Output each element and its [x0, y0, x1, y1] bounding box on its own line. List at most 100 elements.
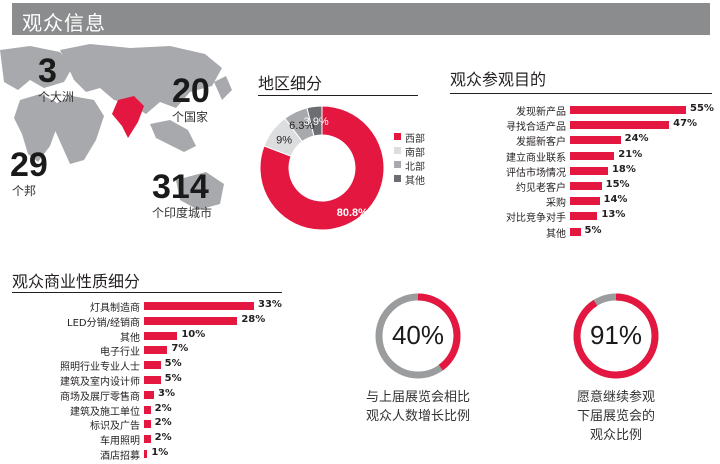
bar	[144, 435, 151, 444]
bar-category-label: 采购	[546, 198, 566, 210]
bar-value-label: 15%	[605, 179, 630, 190]
continents-label: 个大洲	[38, 90, 75, 104]
bar-category-label: 商场及展厅零售商	[60, 391, 140, 403]
bar-value-label: 5%	[164, 373, 182, 384]
return-caption-line: 下届展览会的	[576, 409, 655, 424]
region-title: 地区细分	[258, 74, 323, 93]
bar-value-label: 14%	[603, 194, 628, 206]
bar-category-label: 照明行业专业人士	[60, 362, 140, 374]
bar-category-label: 标识及广告	[90, 421, 140, 433]
bar-category-label: 建立商业联系	[506, 152, 566, 164]
bar	[144, 316, 238, 325]
bar-category-label: 发现新产品	[516, 107, 566, 118]
bar-category-label: 约见老客户	[516, 183, 566, 194]
business-bar-chart: 灯具制造商 33% LED分销/经销商 28% 其他 10% 电子行业 7% 照明行业专业人士 5…	[12, 299, 282, 462]
legend-swatch	[394, 161, 401, 168]
purpose-title: 观众参观目的	[450, 70, 547, 89]
growth-caption-line: 观众人数增长比例	[365, 409, 470, 424]
bar-value-label: 10%	[181, 328, 206, 340]
bar-category-label: 其他	[546, 228, 566, 240]
bar-value-label: 21%	[618, 148, 643, 160]
bar-category-label: 其他	[120, 332, 140, 344]
legend-label: 其他	[405, 176, 425, 187]
bar	[570, 136, 621, 145]
bar	[144, 390, 154, 399]
donut-slice-label: 9%	[276, 134, 292, 146]
bar-value-label: 47%	[673, 118, 698, 130]
ring-fill	[375, 293, 461, 379]
countries-count: 20	[172, 72, 210, 110]
donut-slice-label: 80.8%	[337, 207, 368, 219]
bar	[144, 376, 161, 384]
bar	[144, 346, 168, 355]
bar-value-label: 18%	[611, 163, 636, 175]
bar	[570, 227, 581, 236]
growth-ring	[375, 293, 461, 379]
bar	[144, 450, 148, 458]
bar	[144, 420, 151, 429]
states-label: 个邦	[12, 184, 37, 198]
cities-label: 个印度城市	[152, 206, 213, 220]
return-caption-line: 观众比例	[589, 428, 642, 443]
bar	[570, 212, 598, 221]
bar-value-label: 13%	[601, 209, 626, 221]
bar	[570, 151, 615, 160]
bar-value-label: 2%	[154, 402, 172, 414]
bar-category-label: 建筑及室内设计师	[60, 377, 140, 388]
bar	[570, 197, 600, 206]
bar-value-label: 2%	[154, 417, 172, 429]
donut-slice	[306, 105, 323, 137]
legend-swatch	[394, 147, 401, 154]
bar-value-label: 7%	[171, 343, 189, 355]
bar	[570, 182, 602, 190]
bar-category-label: 酒店招募	[100, 451, 140, 462]
bar-value-label: 24%	[624, 133, 649, 145]
bar-value-label: 33%	[258, 299, 282, 310]
bar-category-label: 发掘新客户	[516, 137, 566, 149]
region-donut-chart: 80.8% 9% 6.3%3.9%	[259, 105, 385, 231]
bar-category-label: 寻找合适产品	[506, 122, 566, 134]
ring-fill	[573, 293, 659, 379]
bar-value-label: 2%	[154, 432, 172, 444]
donut-slice-label: 6.3%	[289, 120, 314, 132]
header-title: 观众信息	[22, 11, 106, 35]
bar-value-label: 5%	[164, 358, 182, 370]
growth-caption: 与上届展览会相比 观众人数增长比例	[340, 388, 496, 426]
bar	[570, 166, 608, 175]
legend-label: 北部	[405, 162, 425, 173]
growth-value: 40%	[391, 320, 445, 350]
legend-label: 南部	[405, 148, 425, 159]
return-ring	[573, 293, 659, 379]
world-map	[0, 44, 232, 210]
states-count: 29	[10, 146, 48, 184]
return-caption-line: 愿意继续参观	[576, 390, 655, 405]
bar-value-label: 55%	[690, 103, 714, 114]
bar-category-label: LED分销/经销商	[67, 317, 140, 329]
bar-value-label: 1%	[151, 447, 169, 458]
region-title-rule	[258, 95, 418, 96]
bar	[570, 121, 670, 130]
india-highlight	[112, 96, 144, 138]
bar	[144, 361, 161, 370]
bar-value-label: 5%	[584, 224, 602, 236]
donut-slice	[259, 105, 385, 231]
legend-swatch	[394, 133, 401, 140]
business-title-rule	[12, 292, 282, 293]
return-value: 91%	[589, 320, 643, 350]
bar-category-label: 电子行业	[100, 347, 140, 359]
bar-value-label: 28%	[241, 313, 266, 325]
bar-category-label: 建筑及施工单位	[70, 406, 140, 418]
bar	[144, 302, 254, 310]
return-caption: 愿意继续参观 下届展览会的 观众比例	[546, 388, 686, 445]
bar	[570, 106, 686, 114]
donut-slice-label: 3.9%	[304, 116, 329, 128]
business-title: 观众商业性质细分	[12, 272, 141, 291]
growth-caption-line: 与上届展览会相比	[365, 390, 470, 405]
countries-label: 个国家	[172, 110, 209, 124]
purpose-title-rule	[450, 93, 712, 94]
bar-category-label: 对比竞争对手	[506, 213, 566, 225]
cities-count: 314	[152, 168, 209, 206]
legend-label: 西部	[405, 134, 425, 145]
bar	[144, 405, 151, 414]
bar-category-label: 评估市场情况	[506, 167, 566, 179]
